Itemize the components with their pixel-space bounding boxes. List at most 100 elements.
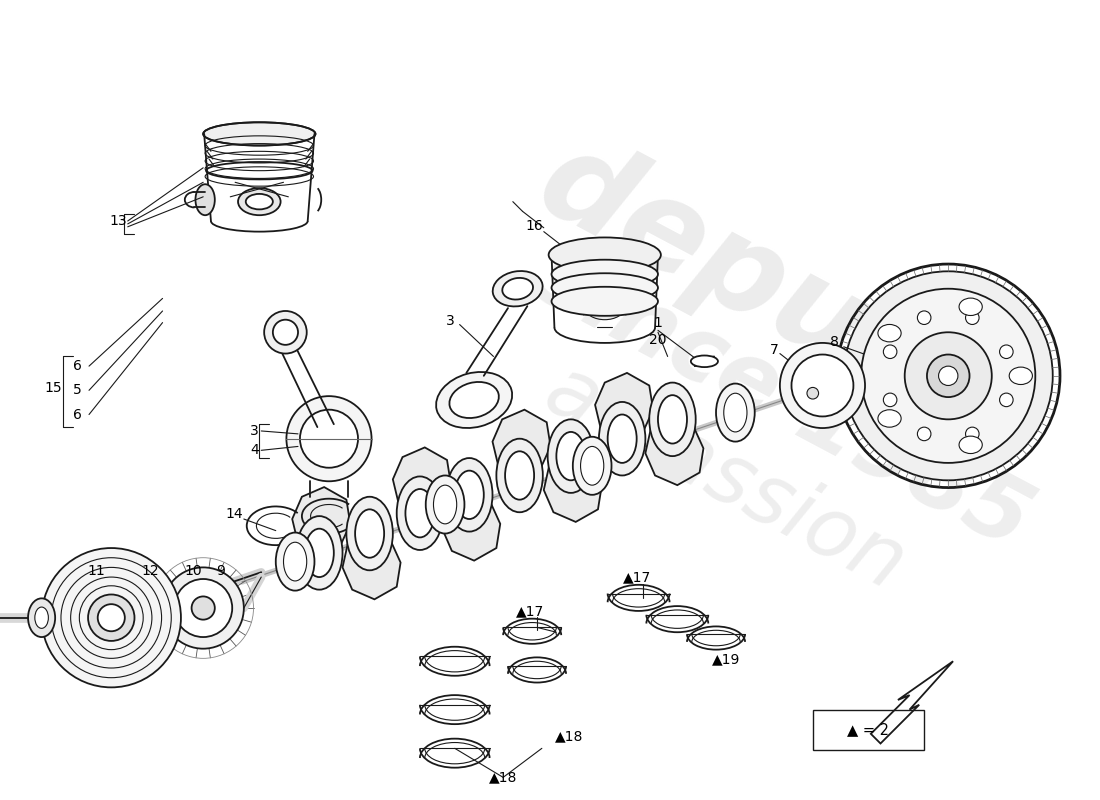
Ellipse shape	[42, 548, 180, 687]
Polygon shape	[293, 487, 350, 545]
Bar	[813, 710, 924, 750]
Ellipse shape	[792, 354, 854, 417]
Text: 4: 4	[250, 443, 258, 458]
Ellipse shape	[35, 607, 48, 628]
Polygon shape	[543, 464, 602, 522]
Ellipse shape	[649, 382, 695, 456]
Text: ▲18: ▲18	[490, 770, 517, 784]
Ellipse shape	[904, 332, 992, 419]
Text: 15: 15	[44, 382, 62, 395]
Text: 10: 10	[185, 564, 202, 578]
Ellipse shape	[284, 542, 307, 581]
Polygon shape	[595, 373, 653, 431]
Ellipse shape	[286, 396, 372, 482]
Ellipse shape	[878, 410, 901, 427]
Polygon shape	[646, 427, 703, 485]
Ellipse shape	[551, 286, 658, 316]
Text: 6: 6	[73, 407, 81, 422]
Ellipse shape	[549, 238, 661, 272]
Ellipse shape	[548, 419, 594, 493]
Text: 11: 11	[88, 564, 106, 578]
Ellipse shape	[454, 470, 484, 519]
Text: ▲17: ▲17	[623, 570, 651, 584]
Ellipse shape	[938, 366, 958, 386]
Ellipse shape	[1000, 393, 1013, 406]
Ellipse shape	[581, 446, 604, 485]
Ellipse shape	[598, 402, 646, 475]
Text: 1: 1	[653, 315, 662, 330]
Text: ▲ = 2: ▲ = 2	[847, 722, 889, 738]
Ellipse shape	[966, 427, 979, 441]
Ellipse shape	[917, 427, 931, 441]
Ellipse shape	[807, 387, 818, 399]
Ellipse shape	[436, 372, 513, 428]
Ellipse shape	[716, 383, 755, 442]
Ellipse shape	[191, 597, 214, 620]
Ellipse shape	[276, 533, 315, 590]
Ellipse shape	[861, 289, 1035, 463]
Ellipse shape	[607, 414, 637, 463]
Ellipse shape	[355, 510, 384, 558]
Ellipse shape	[927, 354, 969, 397]
Text: 9: 9	[217, 564, 226, 578]
Ellipse shape	[29, 598, 55, 637]
Ellipse shape	[174, 579, 232, 637]
Text: ▲19: ▲19	[712, 652, 740, 666]
Ellipse shape	[878, 325, 901, 342]
Ellipse shape	[264, 311, 307, 354]
Ellipse shape	[296, 516, 342, 590]
Ellipse shape	[724, 394, 747, 432]
Text: since 1985: since 1985	[522, 233, 1045, 567]
Polygon shape	[393, 447, 451, 506]
Text: depuis: depuis	[519, 120, 991, 448]
Text: ▲18: ▲18	[554, 730, 583, 744]
Ellipse shape	[305, 529, 333, 577]
Text: ▲17: ▲17	[516, 604, 544, 618]
Ellipse shape	[573, 437, 612, 495]
Ellipse shape	[447, 458, 493, 531]
Ellipse shape	[426, 475, 464, 534]
Ellipse shape	[959, 298, 982, 315]
Ellipse shape	[917, 311, 931, 325]
Text: 7: 7	[770, 342, 779, 357]
Text: 6: 6	[73, 359, 81, 373]
Ellipse shape	[883, 393, 896, 406]
Ellipse shape	[493, 271, 542, 306]
Ellipse shape	[658, 395, 688, 443]
Ellipse shape	[691, 355, 718, 367]
Text: 5: 5	[73, 383, 81, 398]
Ellipse shape	[1000, 345, 1013, 358]
Ellipse shape	[245, 194, 273, 210]
Ellipse shape	[551, 260, 658, 289]
Ellipse shape	[844, 271, 1053, 480]
Ellipse shape	[204, 122, 316, 146]
Ellipse shape	[557, 432, 585, 480]
Ellipse shape	[505, 451, 535, 500]
Ellipse shape	[496, 438, 542, 512]
Ellipse shape	[551, 274, 658, 302]
Text: 8: 8	[829, 335, 838, 349]
Ellipse shape	[406, 489, 434, 538]
Text: 3: 3	[446, 314, 454, 328]
Text: 3: 3	[250, 424, 258, 438]
Ellipse shape	[503, 278, 534, 299]
Ellipse shape	[300, 410, 358, 468]
Ellipse shape	[959, 436, 982, 454]
Ellipse shape	[450, 382, 498, 418]
Ellipse shape	[433, 485, 456, 524]
Polygon shape	[342, 542, 400, 599]
Text: 12: 12	[141, 564, 158, 578]
Polygon shape	[442, 502, 501, 561]
Ellipse shape	[780, 343, 865, 428]
Ellipse shape	[88, 594, 134, 641]
Ellipse shape	[196, 184, 214, 215]
Text: 16: 16	[525, 219, 543, 233]
Text: 14: 14	[226, 507, 243, 521]
Text: 13: 13	[109, 214, 126, 228]
Ellipse shape	[163, 567, 244, 649]
Ellipse shape	[966, 311, 979, 325]
Text: 20: 20	[649, 333, 667, 347]
Ellipse shape	[397, 477, 443, 550]
Ellipse shape	[346, 497, 393, 570]
Ellipse shape	[273, 320, 298, 345]
